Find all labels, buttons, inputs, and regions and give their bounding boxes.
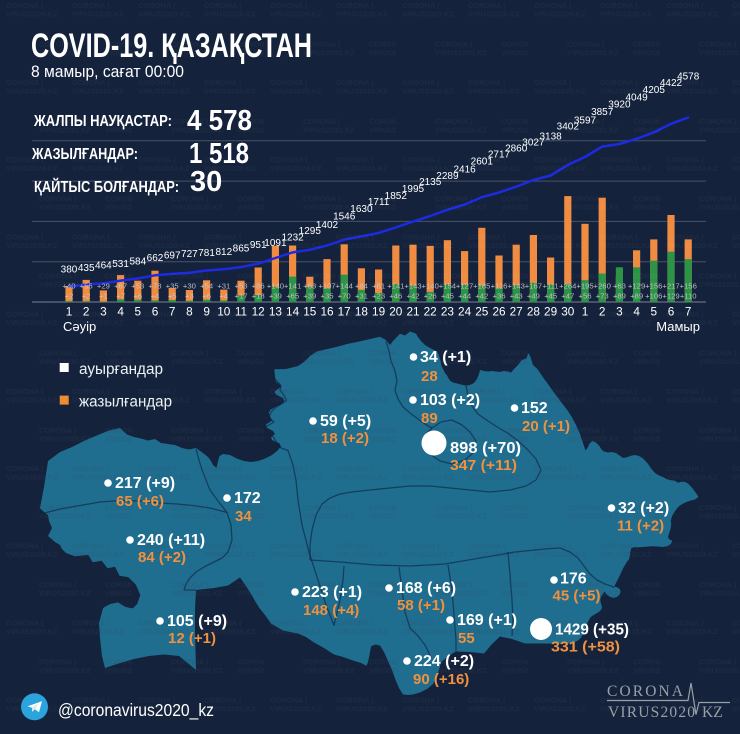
svg-text:84 (+2): 84 (+2)	[138, 549, 186, 566]
svg-text:103 (+2): 103 (+2)	[420, 392, 480, 409]
svg-text:223 (+1): 223 (+1)	[302, 584, 362, 601]
svg-text:217 (+9): 217 (+9)	[115, 475, 175, 492]
svg-text:12 (+1): 12 (+1)	[168, 630, 216, 647]
svg-text:898 (+70): 898 (+70)	[450, 440, 521, 457]
svg-text:168 (+6): 168 (+6)	[396, 580, 456, 597]
svg-text:11 (+2): 11 (+2)	[617, 518, 664, 535]
svg-text:169 (+1): 169 (+1)	[457, 612, 517, 629]
svg-text:90 (+16): 90 (+16)	[413, 671, 469, 688]
svg-text:KZ: KZ	[702, 704, 723, 721]
svg-text:18 (+2): 18 (+2)	[321, 430, 369, 447]
svg-text:58 (+1): 58 (+1)	[397, 597, 445, 614]
svg-text:@coronavirus2020_kz: @coronavirus2020_kz	[58, 700, 214, 721]
svg-text:65 (+6): 65 (+6)	[116, 493, 164, 510]
svg-text:240 (+11): 240 (+11)	[137, 532, 205, 549]
svg-text:55: 55	[458, 630, 475, 647]
svg-text:148 (+4): 148 (+4)	[303, 602, 359, 619]
svg-text:105 (+9): 105 (+9)	[167, 613, 227, 630]
svg-text:152: 152	[521, 400, 548, 417]
svg-text:59 (+5): 59 (+5)	[320, 413, 371, 430]
svg-text:347 (+11): 347 (+11)	[450, 457, 517, 474]
svg-text:32 (+2): 32 (+2)	[618, 500, 669, 517]
svg-text:224 (+2): 224 (+2)	[414, 653, 474, 670]
svg-text:VIRUS2020: VIRUS2020	[608, 704, 695, 721]
svg-text:CORONA: CORONA	[607, 683, 684, 700]
svg-text:176: 176	[560, 571, 587, 588]
svg-text:331 (+58): 331 (+58)	[551, 639, 620, 656]
svg-text:45 (+5): 45 (+5)	[553, 588, 601, 605]
svg-text:28: 28	[421, 368, 438, 385]
svg-text:20 (+1): 20 (+1)	[522, 418, 570, 435]
svg-text:89: 89	[421, 410, 438, 427]
svg-text:1429 (+35): 1429 (+35)	[555, 622, 629, 639]
svg-text:34: 34	[235, 508, 252, 525]
svg-text:34 (+1): 34 (+1)	[420, 349, 471, 366]
svg-text:172: 172	[234, 490, 261, 507]
